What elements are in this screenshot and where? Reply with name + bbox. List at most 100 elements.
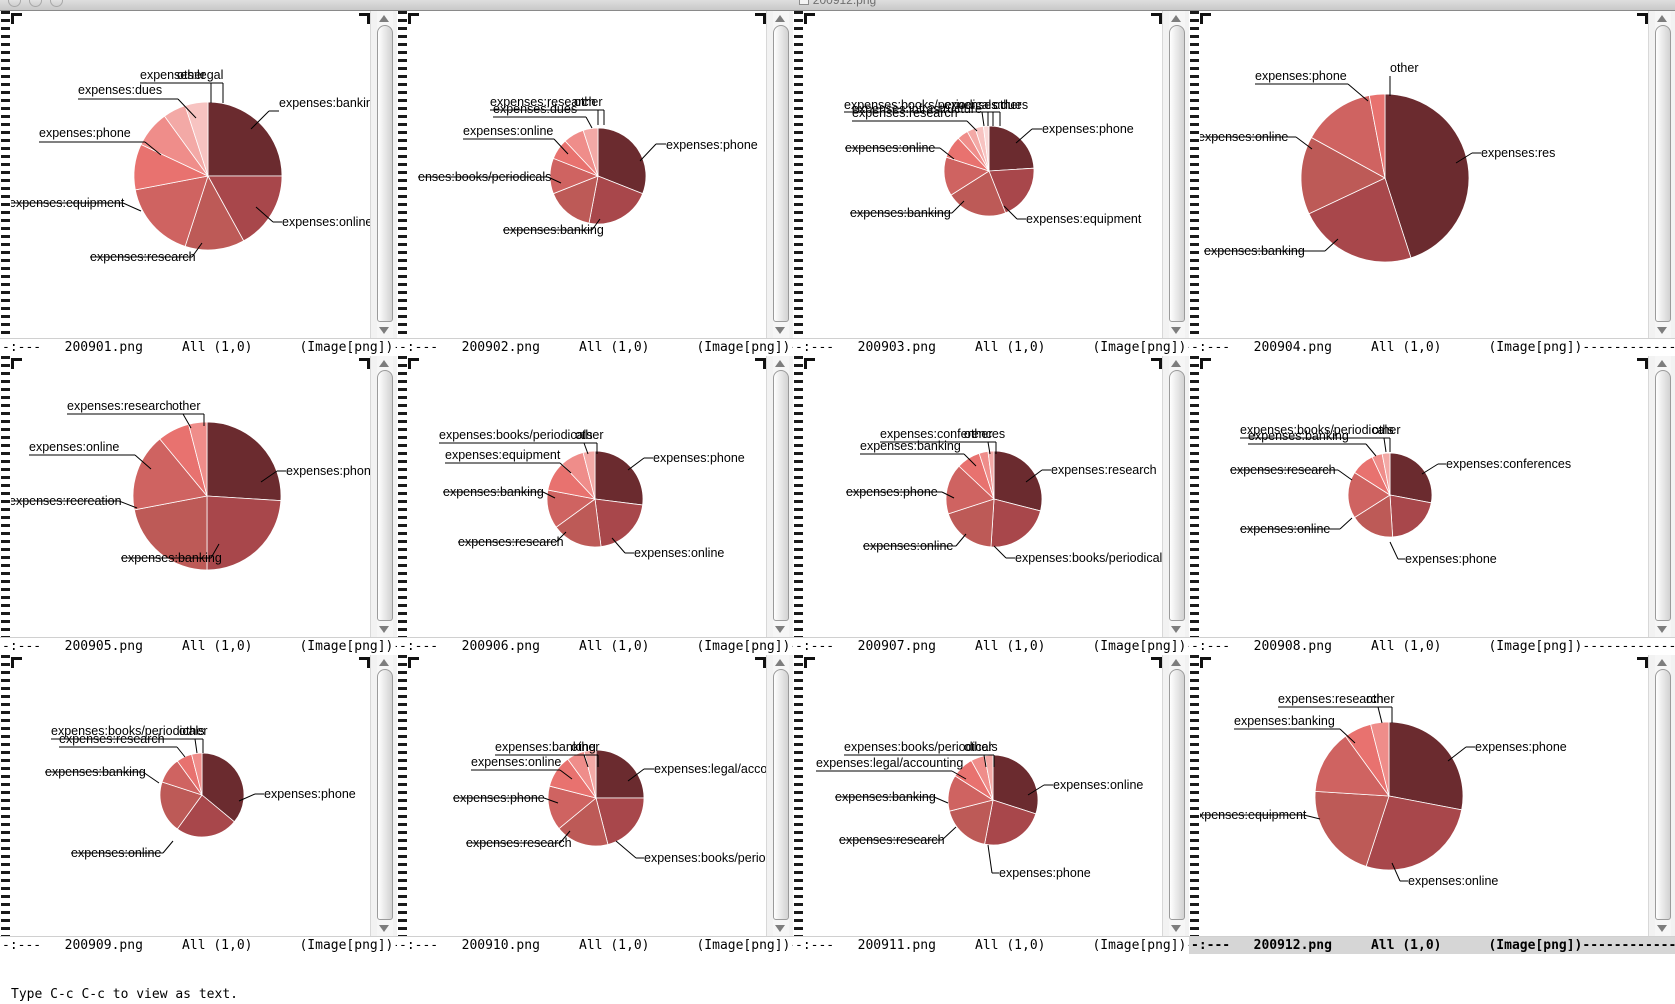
emacs-window-200909[interactable]: expenses:phone expenses:online expenses:ba… (0, 655, 397, 954)
scrollbar-thumb[interactable] (377, 669, 393, 920)
vertical-scrollbar[interactable] (1162, 11, 1189, 338)
vertical-scrollbar[interactable] (766, 11, 793, 338)
scrollbar-thumb[interactable] (1655, 25, 1671, 322)
mode-line[interactable]: -:--- 200902.png All (1,0) (Image[png])-… (397, 338, 793, 356)
mode-line[interactable]: -:--- 200903.png All (1,0) (Image[png])-… (793, 338, 1189, 356)
scroll-up-arrow-icon[interactable] (1657, 659, 1667, 666)
scroll-down-arrow-icon[interactable] (379, 626, 389, 633)
mode-line[interactable]: -:--- 200905.png All (1,0) (Image[png])-… (0, 637, 397, 655)
scrollbar-thumb[interactable] (1655, 370, 1671, 621)
vertical-scrollbar[interactable] (370, 356, 397, 637)
image-canvas[interactable]: expenses:banking expenses:online expenses:… (11, 11, 370, 338)
vertical-scrollbar[interactable] (370, 655, 397, 936)
pie-label: expenses:banking (503, 218, 604, 237)
vertical-scrollbar[interactable] (1648, 356, 1675, 637)
scroll-up-arrow-icon[interactable] (379, 360, 389, 367)
emacs-window-200908[interactable]: expenses:conferences expenses:phone expens… (1189, 356, 1675, 655)
pie-chart: expenses:conferences expenses:phone expens… (1230, 423, 1571, 566)
window-controls[interactable] (8, 0, 63, 7)
emacs-window-200905[interactable]: expenses:phone expenses:banking expenses:r… (0, 356, 397, 655)
scroll-down-arrow-icon[interactable] (1657, 327, 1667, 334)
vertical-scrollbar[interactable] (1648, 11, 1675, 338)
mode-line[interactable]: -:--- 200907.png All (1,0) (Image[png])-… (793, 637, 1189, 655)
scrollbar-thumb[interactable] (1169, 370, 1185, 621)
scroll-down-arrow-icon[interactable] (775, 925, 785, 932)
scroll-up-arrow-icon[interactable] (379, 15, 389, 22)
scroll-up-arrow-icon[interactable] (1171, 15, 1181, 22)
image-canvas[interactable]: expenses:phone expenses:banking expenses:r… (11, 356, 370, 637)
image-canvas[interactable]: expenses:phone expenses:online expenses:ba… (11, 655, 370, 936)
emacs-window-200907[interactable]: expenses:research expenses:books/periodic… (793, 356, 1189, 655)
pie-label: expenses:online (255, 206, 370, 229)
emacs-window-200912[interactable]: expenses:phone expenses:online xpenses:equ… (1189, 655, 1675, 954)
emacs-window-200903[interactable]: expenses:phone expenses:equipment expenses… (793, 11, 1189, 356)
mode-line[interactable]: -:--- 200910.png All (1,0) (Image[png])-… (397, 936, 793, 954)
vertical-scrollbar[interactable] (1162, 655, 1189, 936)
mode-line[interactable]: -:--- 200908.png All (1,0) (Image[png])-… (1189, 637, 1675, 655)
scroll-up-arrow-icon[interactable] (1171, 360, 1181, 367)
scroll-up-arrow-icon[interactable] (1657, 360, 1667, 367)
modeline-prefix: -:--- (1191, 639, 1231, 654)
emacs-window-200906[interactable]: expenses:phone expenses:online expenses:re… (397, 356, 793, 655)
scrollbar-thumb[interactable] (377, 370, 393, 621)
scroll-up-arrow-icon[interactable] (775, 15, 785, 22)
image-canvas[interactable]: expenses:phone expenses:equipment expenses… (804, 11, 1162, 338)
pie-slice (558, 797, 609, 847)
vertical-scrollbar[interactable] (766, 655, 793, 936)
scroll-down-arrow-icon[interactable] (1171, 626, 1181, 633)
modeline-major-mode: (Image[png]) (696, 938, 791, 953)
scrollbar-thumb[interactable] (1655, 669, 1671, 920)
image-canvas[interactable]: expenses:phone expenses:banking enses:book… (408, 11, 766, 338)
scrollbar-thumb[interactable] (773, 669, 789, 920)
scrollbar-thumb[interactable] (773, 25, 789, 322)
scroll-down-arrow-icon[interactable] (379, 327, 389, 334)
mode-line[interactable]: -:--- 200901.png All (1,0) (Image[png])-… (0, 338, 397, 356)
pie-slice (134, 175, 209, 247)
scroll-up-arrow-icon[interactable] (775, 659, 785, 666)
mode-line[interactable]: -:--- 200904.png All (1,0) (Image[png])-… (1189, 338, 1675, 356)
scroll-down-arrow-icon[interactable] (1657, 925, 1667, 932)
emacs-window-200904[interactable]: expenses:res expenses:banking expenses:onl… (1189, 11, 1675, 356)
image-canvas[interactable]: expenses:legal/accoun expenses:books/peri… (408, 655, 766, 936)
vertical-scrollbar[interactable] (1648, 655, 1675, 936)
scroll-down-arrow-icon[interactable] (775, 327, 785, 334)
mode-line[interactable]: -:--- 200911.png All (1,0) (Image[png])-… (793, 936, 1189, 954)
pie-label: expenses:books/periodicals (993, 545, 1162, 565)
scroll-up-arrow-icon[interactable] (1657, 15, 1667, 22)
pie-slice (133, 495, 208, 571)
emacs-window-200901[interactable]: expenses:banking expenses:online expenses:… (0, 11, 397, 356)
mode-line[interactable]: -:--- 200906.png All (1,0) (Image[png])-… (397, 637, 793, 655)
vertical-scrollbar[interactable] (370, 11, 397, 338)
image-canvas[interactable]: expenses:phone expenses:online xpenses:equ… (1200, 655, 1648, 936)
scroll-up-arrow-icon[interactable] (1171, 659, 1181, 666)
scroll-up-arrow-icon[interactable] (775, 360, 785, 367)
scroll-down-arrow-icon[interactable] (1657, 626, 1667, 633)
pie-label: expenses:banking (250, 96, 370, 130)
scrollbar-thumb[interactable] (1169, 25, 1185, 322)
image-canvas[interactable]: expenses:conferences expenses:phone expens… (1200, 356, 1648, 637)
scroll-down-arrow-icon[interactable] (1171, 925, 1181, 932)
scrollbar-thumb[interactable] (377, 25, 393, 322)
truncation-marks-icon (398, 356, 407, 637)
mode-line[interactable]: -:--- 200912.png All (1,0) (Image[png])-… (1189, 936, 1675, 954)
vertical-scrollbar[interactable] (766, 356, 793, 637)
scroll-down-arrow-icon[interactable] (379, 925, 389, 932)
scroll-up-arrow-icon[interactable] (379, 659, 389, 666)
scroll-down-arrow-icon[interactable] (1171, 327, 1181, 334)
svg-text:expenses:books/periodicals: expenses:books/periodicals (844, 98, 998, 112)
emacs-window-200910[interactable]: expenses:legal/accoun expenses:books/peri… (397, 655, 793, 954)
svg-text:expenses:conferences: expenses:conferences (880, 427, 1005, 441)
image-canvas[interactable]: expenses:phone expenses:online expenses:re… (408, 356, 766, 637)
modeline-prefix: -:--- (399, 938, 439, 953)
scrollbar-thumb[interactable] (773, 370, 789, 621)
scroll-down-arrow-icon[interactable] (775, 626, 785, 633)
image-canvas[interactable]: expenses:online expenses:phone expenses:re… (804, 655, 1162, 936)
image-canvas[interactable]: expenses:research expenses:books/periodic… (804, 356, 1162, 637)
image-canvas[interactable]: expenses:res expenses:banking expenses:onl… (1200, 11, 1648, 338)
emacs-window-200902[interactable]: expenses:phone expenses:banking enses:book… (397, 11, 793, 356)
mode-line[interactable]: -:--- 200909.png All (1,0) (Image[png])-… (0, 936, 397, 954)
scrollbar-thumb[interactable] (1169, 669, 1185, 920)
left-fringe (0, 356, 11, 637)
vertical-scrollbar[interactable] (1162, 356, 1189, 637)
emacs-window-200911[interactable]: expenses:online expenses:phone expenses:re… (793, 655, 1189, 954)
